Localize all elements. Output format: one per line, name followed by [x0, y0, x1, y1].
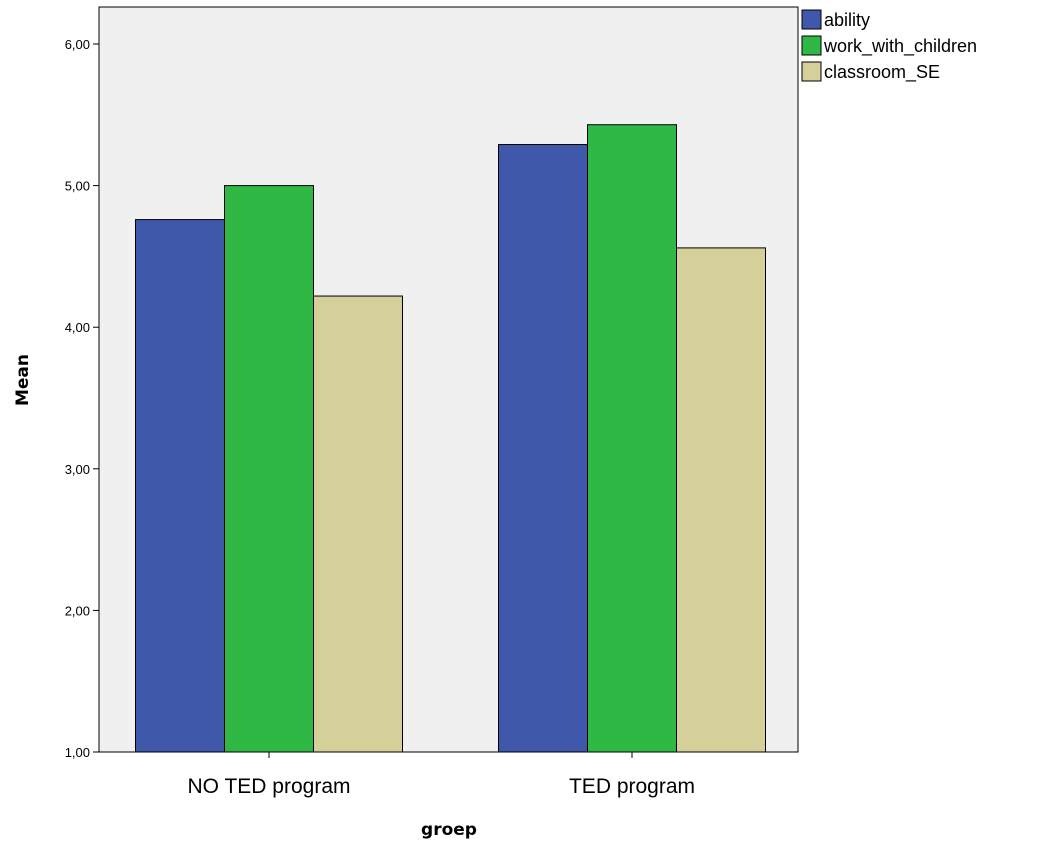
y-tick-label: 4,00	[65, 320, 90, 335]
y-tick-label: 2,00	[65, 603, 90, 618]
bar-ability-ted	[498, 144, 588, 753]
bar-classroom_SE-ted	[676, 247, 766, 753]
bars-group	[135, 124, 766, 753]
bar-work_with_children-no-ted	[224, 185, 314, 753]
legend-label: ability	[824, 10, 870, 30]
x-category-label: NO TED program	[188, 775, 351, 798]
legend-swatch	[801, 35, 822, 56]
y-tick-label: 3,00	[65, 462, 90, 477]
bar-classroom_SE-no-ted	[313, 295, 403, 753]
bar-ability-no-ted	[135, 219, 225, 753]
bar-work_with_children-ted	[587, 124, 677, 753]
x-axis: NO TED program TED program	[188, 752, 695, 798]
y-axis: 1,00 2,00 3,00 4,00 5,00 6,00	[65, 37, 99, 760]
legend-swatch	[801, 9, 822, 30]
x-axis-title: groep	[421, 820, 477, 840]
legend-swatch	[801, 61, 822, 82]
y-tick-label: 5,00	[65, 179, 90, 194]
y-axis-title: Mean	[13, 354, 33, 406]
legend-label: classroom_SE	[824, 62, 940, 83]
x-category-label: TED program	[569, 775, 695, 798]
y-tick-label: 1,00	[65, 745, 90, 760]
y-tick-label: 6,00	[65, 37, 90, 52]
legend: ability work_with_children classroom_SE	[801, 9, 977, 83]
legend-label: work_with_children	[823, 36, 977, 57]
